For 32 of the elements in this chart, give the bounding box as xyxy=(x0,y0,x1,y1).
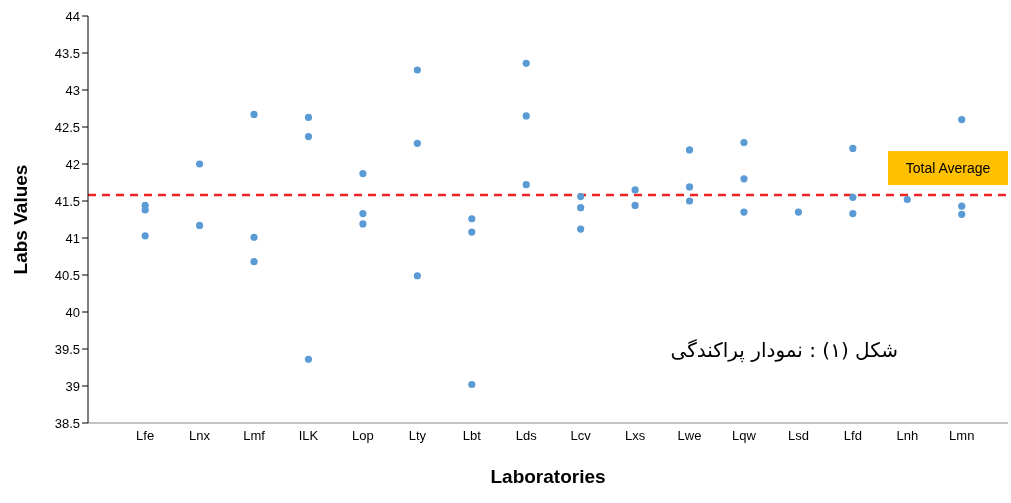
y-tick-label: 39.5 xyxy=(54,341,80,357)
x-tick-label: Lfe xyxy=(136,428,155,444)
ref-line-label: Total Average xyxy=(905,160,991,177)
y-tick-label: 43 xyxy=(65,82,80,98)
x-tick-label: Lsd xyxy=(787,428,809,444)
x-tick-label: Lfd xyxy=(843,428,862,444)
x-tick-label: Lwe xyxy=(677,428,702,444)
y-tick-label: 41.5 xyxy=(54,193,80,209)
x-tick-label: Lnx xyxy=(189,428,211,444)
x-tick-label: Lty xyxy=(408,428,427,444)
x-tick-label: Lop xyxy=(352,428,374,444)
x-tick-label: Lnh xyxy=(896,428,919,444)
x-tick-label: Lqw xyxy=(732,428,757,444)
x-tick-label: Lmn xyxy=(949,428,975,444)
y-tick-label: 42.5 xyxy=(54,119,80,135)
y-tick-label: 40.5 xyxy=(54,267,80,283)
x-tick-label: Lxs xyxy=(624,428,646,444)
y-tick-label: 40 xyxy=(65,304,80,320)
y-tick-label: 43.5 xyxy=(54,45,80,61)
annotation: شکل (۱) : نمودار پراکندگی xyxy=(669,338,898,362)
y-axis-title: Labs Values xyxy=(9,164,31,275)
x-tick-label: Lds xyxy=(515,428,538,444)
x-tick-label: Lcv xyxy=(570,428,592,444)
x-tick-label: Lbt xyxy=(462,428,482,444)
x-tick-label: ILK xyxy=(298,428,319,444)
x-axis-title: Laboratories xyxy=(490,466,606,487)
y-tick-label: 42 xyxy=(65,156,80,172)
y-tick-label: 41 xyxy=(65,230,80,246)
x-tick-label: Lmf xyxy=(243,428,266,444)
y-tick-label: 44 xyxy=(65,8,80,24)
y-tick-label: 38.5 xyxy=(54,415,80,431)
y-tick-label: 39 xyxy=(65,378,80,394)
